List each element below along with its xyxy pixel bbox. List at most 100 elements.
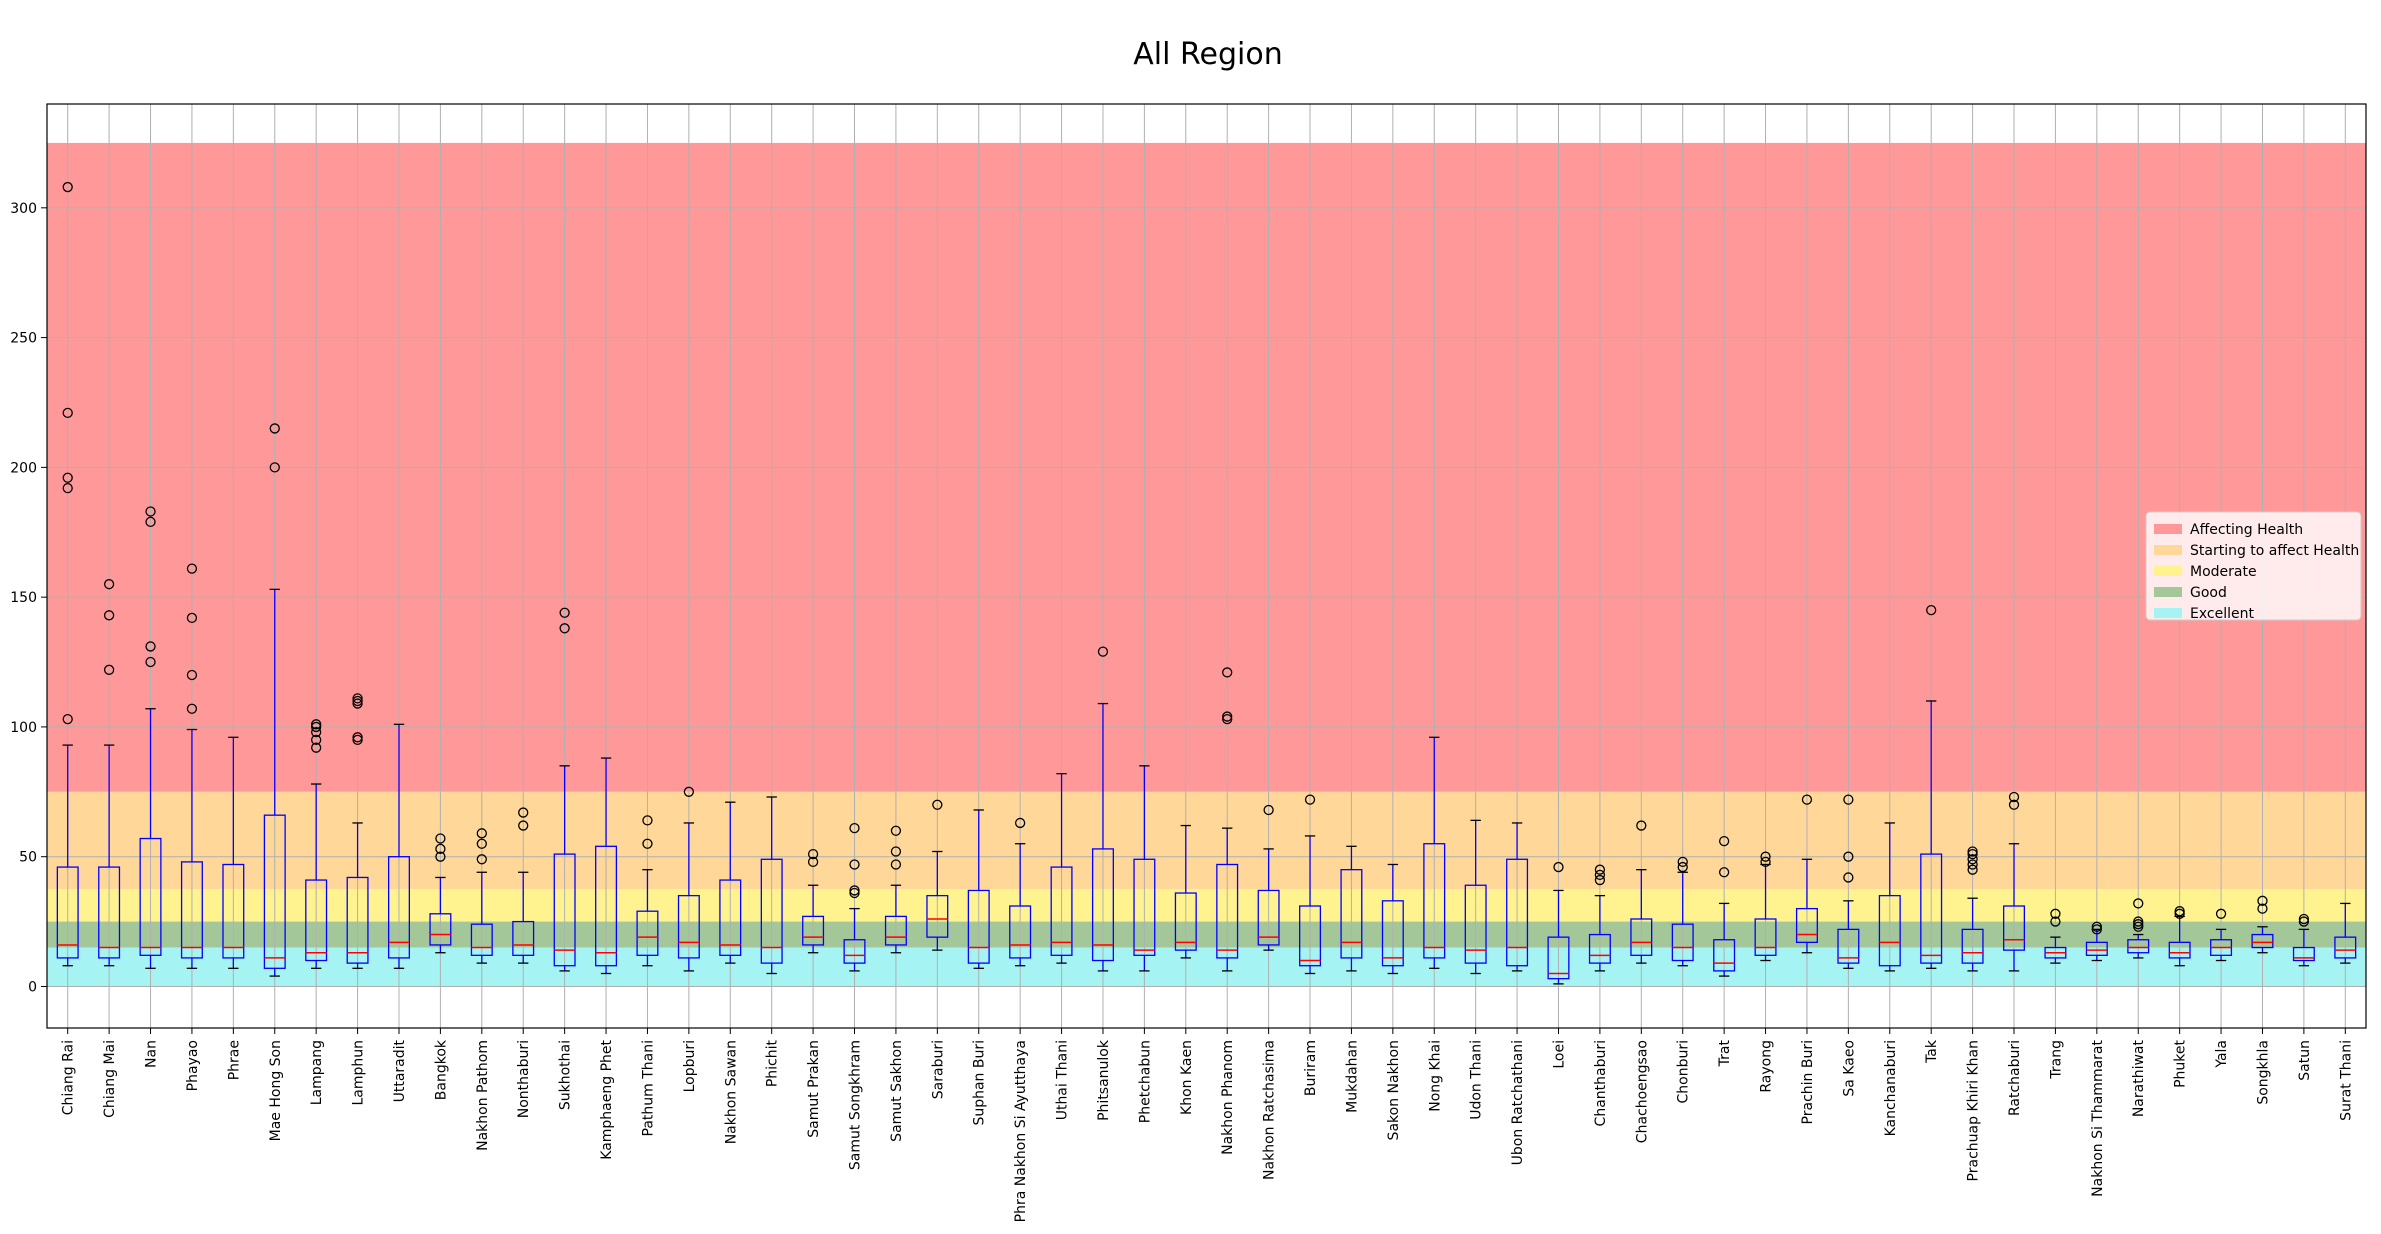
box-40 [1713,835,1736,977]
box-iqr [1174,892,1197,951]
outlier-point [2133,919,2144,930]
x-tick-label: Phrae [226,1040,242,1080]
x-tick-label: Lopburi [682,1040,698,1092]
x-tick-label: Satun [2297,1040,2313,1081]
box-48 [2044,908,2067,964]
box-26 [1133,765,1156,972]
outlier-point [352,695,363,707]
outlier-point [269,423,280,434]
x-tick-label: Lampang [309,1040,325,1105]
outlier-point [145,506,156,517]
x-tick-label: Saraburi [930,1040,946,1099]
box-iqr [1133,858,1156,956]
x-tick-label: Nakhon Sawan [723,1040,739,1144]
box-iqr [843,939,866,964]
box-iqr [2085,941,2108,956]
x-tick-label: Kamphaeng Phet [599,1039,615,1159]
x-tick-label: Surat Thani [2338,1040,2354,1121]
box-iqr [884,915,907,946]
outlier-point [1843,794,1854,805]
box-iqr [719,879,742,956]
outlier-point [311,742,322,753]
box-13 [595,757,618,975]
outlier-point [1304,794,1316,805]
x-tick-label: Lamphun [351,1040,367,1106]
legend-label-1: Starting to affect Health [2190,543,2359,559]
outlier-point [890,859,902,870]
outlier-point [62,713,73,725]
box-iqr [1713,939,1736,972]
box-17 [760,796,783,975]
outlier-point [476,838,487,849]
x-tick-label: Trat [1717,1039,1733,1067]
box-25 [1091,646,1114,972]
x-tick-label: Nakhon Phanom [1220,1040,1236,1155]
box-iqr [2003,905,2026,951]
legend-swatch-0 [2154,524,2182,534]
outlier-point [2050,916,2061,927]
outlier-point [1015,817,1026,829]
plot-frame [46,103,2367,1029]
outlier-point [186,563,198,574]
x-tick-label: Nakhon Si Thammarat [2090,1040,2106,1197]
x-tick-label: Phetchabun [1137,1040,1153,1123]
box-32 [1381,863,1404,975]
outlier-point [2174,906,2185,917]
box-2 [139,506,162,969]
box-47 [2003,791,2026,972]
outlier-point [1760,851,1771,862]
box-8 [387,723,410,969]
outlier-point [435,833,446,844]
box-21 [926,799,949,951]
box-12 [553,607,576,972]
outlier-point [890,825,902,836]
outlier-point [1801,794,1813,805]
outlier-point [932,799,943,810]
box-11 [512,807,535,964]
x-tick-label: Chiang Rai [61,1040,77,1115]
outlier-point [2008,791,2020,803]
box-iqr [180,861,203,959]
box-3 [180,563,203,969]
y-tick-label: 0 [28,979,37,995]
outlier-point [2133,916,2144,927]
x-tick-label: Phitsanulok [1096,1039,1112,1121]
outlier-point [890,846,902,857]
outlier-point [145,656,156,668]
x-tick-label: Nong Khai [1427,1040,1443,1112]
box-20 [884,825,907,954]
box-42 [1795,794,1818,954]
x-tick-label: Samut Sakhon [889,1040,905,1142]
outlier-point [1967,864,1978,875]
outlier-point [2257,895,2268,906]
box-0 [56,181,79,967]
x-tick-label: Khon Kaen [1179,1040,1195,1115]
outlier-point [62,181,73,193]
outlier-point [518,820,529,831]
box-iqr [1795,907,1818,943]
x-tick-label: Uttaradit [392,1039,408,1102]
box-iqr [1423,843,1446,959]
box-45 [1920,604,1943,969]
box-22 [967,809,990,969]
box-iqr [1299,905,1322,967]
outlier-point [559,607,570,618]
outlier-point [103,664,115,675]
box-18 [802,848,825,954]
box-10 [470,828,493,964]
outlier-point [1553,861,1564,873]
outlier-point [103,610,115,621]
box-iqr [139,837,162,956]
outlier-point [849,885,860,896]
band-4 [47,947,2366,987]
outlier-point [2008,799,2020,810]
x-tick-label: Rayong [1759,1040,1775,1093]
y-tick-label: 150 [10,590,37,606]
x-tick-label: Narathiwat [2131,1040,2147,1118]
legend-label-3: Good [2190,585,2227,601]
box-iqr [305,879,328,962]
outlier-point [1967,859,1978,870]
outlier-point [1594,864,1606,875]
x-tick-label: Loei [1551,1040,1567,1069]
box-iqr [1464,884,1487,964]
